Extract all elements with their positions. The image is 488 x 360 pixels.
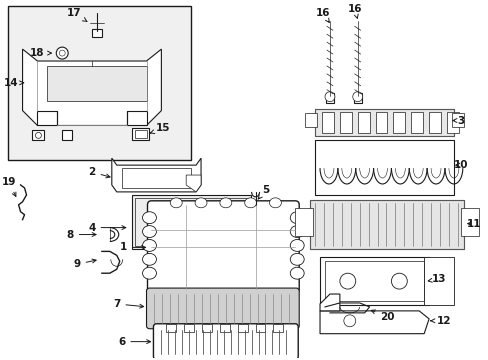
- Text: 11: 11: [466, 219, 480, 229]
- Bar: [309, 200, 463, 249]
- Bar: [92, 29, 102, 37]
- Bar: [319, 257, 428, 305]
- Text: 18: 18: [30, 48, 51, 58]
- Bar: [325, 93, 333, 103]
- Bar: [134, 130, 146, 138]
- Ellipse shape: [195, 198, 206, 208]
- Ellipse shape: [290, 267, 304, 279]
- Bar: [184, 324, 194, 332]
- Bar: [393, 112, 405, 134]
- Bar: [47, 66, 146, 101]
- Bar: [428, 112, 440, 134]
- Bar: [451, 113, 463, 127]
- Polygon shape: [126, 111, 146, 126]
- Text: 5: 5: [258, 185, 268, 199]
- Text: 3: 3: [452, 116, 464, 126]
- Text: 10: 10: [453, 160, 467, 170]
- Ellipse shape: [290, 212, 304, 224]
- Bar: [131, 129, 149, 140]
- Bar: [375, 112, 386, 134]
- Text: 9: 9: [73, 259, 96, 269]
- Text: 13: 13: [427, 274, 446, 284]
- Ellipse shape: [244, 198, 256, 208]
- Bar: [305, 113, 316, 127]
- Polygon shape: [22, 49, 161, 126]
- Polygon shape: [112, 158, 201, 192]
- Bar: [357, 112, 369, 134]
- Ellipse shape: [142, 253, 156, 265]
- Ellipse shape: [290, 226, 304, 238]
- Ellipse shape: [142, 239, 156, 251]
- Bar: [322, 112, 333, 134]
- Bar: [325, 261, 423, 301]
- Ellipse shape: [290, 239, 304, 251]
- Circle shape: [352, 92, 362, 102]
- Text: 6: 6: [118, 337, 150, 347]
- Text: 4: 4: [88, 222, 125, 233]
- Text: 14: 14: [3, 78, 24, 88]
- Bar: [410, 112, 422, 134]
- Bar: [309, 200, 463, 249]
- Ellipse shape: [220, 198, 231, 208]
- Circle shape: [339, 273, 355, 289]
- Text: 12: 12: [430, 316, 450, 326]
- Bar: [32, 130, 44, 140]
- Ellipse shape: [290, 253, 304, 265]
- Text: 7: 7: [113, 299, 143, 309]
- Text: 20: 20: [370, 310, 394, 322]
- Bar: [8, 6, 191, 160]
- Text: 15: 15: [150, 123, 170, 134]
- FancyBboxPatch shape: [147, 201, 299, 293]
- Circle shape: [56, 47, 68, 59]
- Polygon shape: [319, 294, 339, 311]
- Text: 17: 17: [67, 8, 87, 21]
- Bar: [166, 324, 176, 332]
- Ellipse shape: [170, 198, 182, 208]
- Ellipse shape: [142, 226, 156, 238]
- Polygon shape: [186, 175, 201, 192]
- Bar: [237, 324, 247, 332]
- Circle shape: [36, 132, 41, 138]
- FancyBboxPatch shape: [153, 324, 298, 360]
- Circle shape: [59, 50, 65, 56]
- Ellipse shape: [269, 198, 281, 208]
- Bar: [220, 324, 229, 332]
- Bar: [314, 109, 453, 136]
- Text: 1: 1: [120, 242, 145, 252]
- Bar: [353, 93, 361, 103]
- Bar: [446, 112, 458, 134]
- Text: 16: 16: [315, 8, 329, 22]
- Bar: [134, 198, 247, 247]
- Bar: [460, 208, 478, 235]
- Bar: [62, 130, 72, 140]
- Text: 2: 2: [88, 167, 110, 178]
- Bar: [339, 112, 351, 134]
- Text: 19: 19: [1, 177, 16, 196]
- Ellipse shape: [142, 212, 156, 224]
- Circle shape: [325, 92, 334, 102]
- Text: 16: 16: [347, 4, 361, 18]
- Bar: [255, 324, 265, 332]
- Bar: [122, 168, 191, 188]
- Bar: [131, 195, 250, 249]
- Bar: [423, 257, 453, 305]
- Text: 8: 8: [66, 230, 96, 239]
- FancyBboxPatch shape: [146, 288, 299, 329]
- Circle shape: [390, 273, 407, 289]
- Bar: [314, 140, 453, 195]
- Circle shape: [343, 315, 355, 327]
- Polygon shape: [319, 311, 428, 334]
- Ellipse shape: [142, 267, 156, 279]
- Polygon shape: [38, 111, 57, 126]
- Bar: [273, 324, 283, 332]
- Bar: [314, 109, 453, 136]
- Bar: [202, 324, 211, 332]
- Bar: [295, 208, 312, 235]
